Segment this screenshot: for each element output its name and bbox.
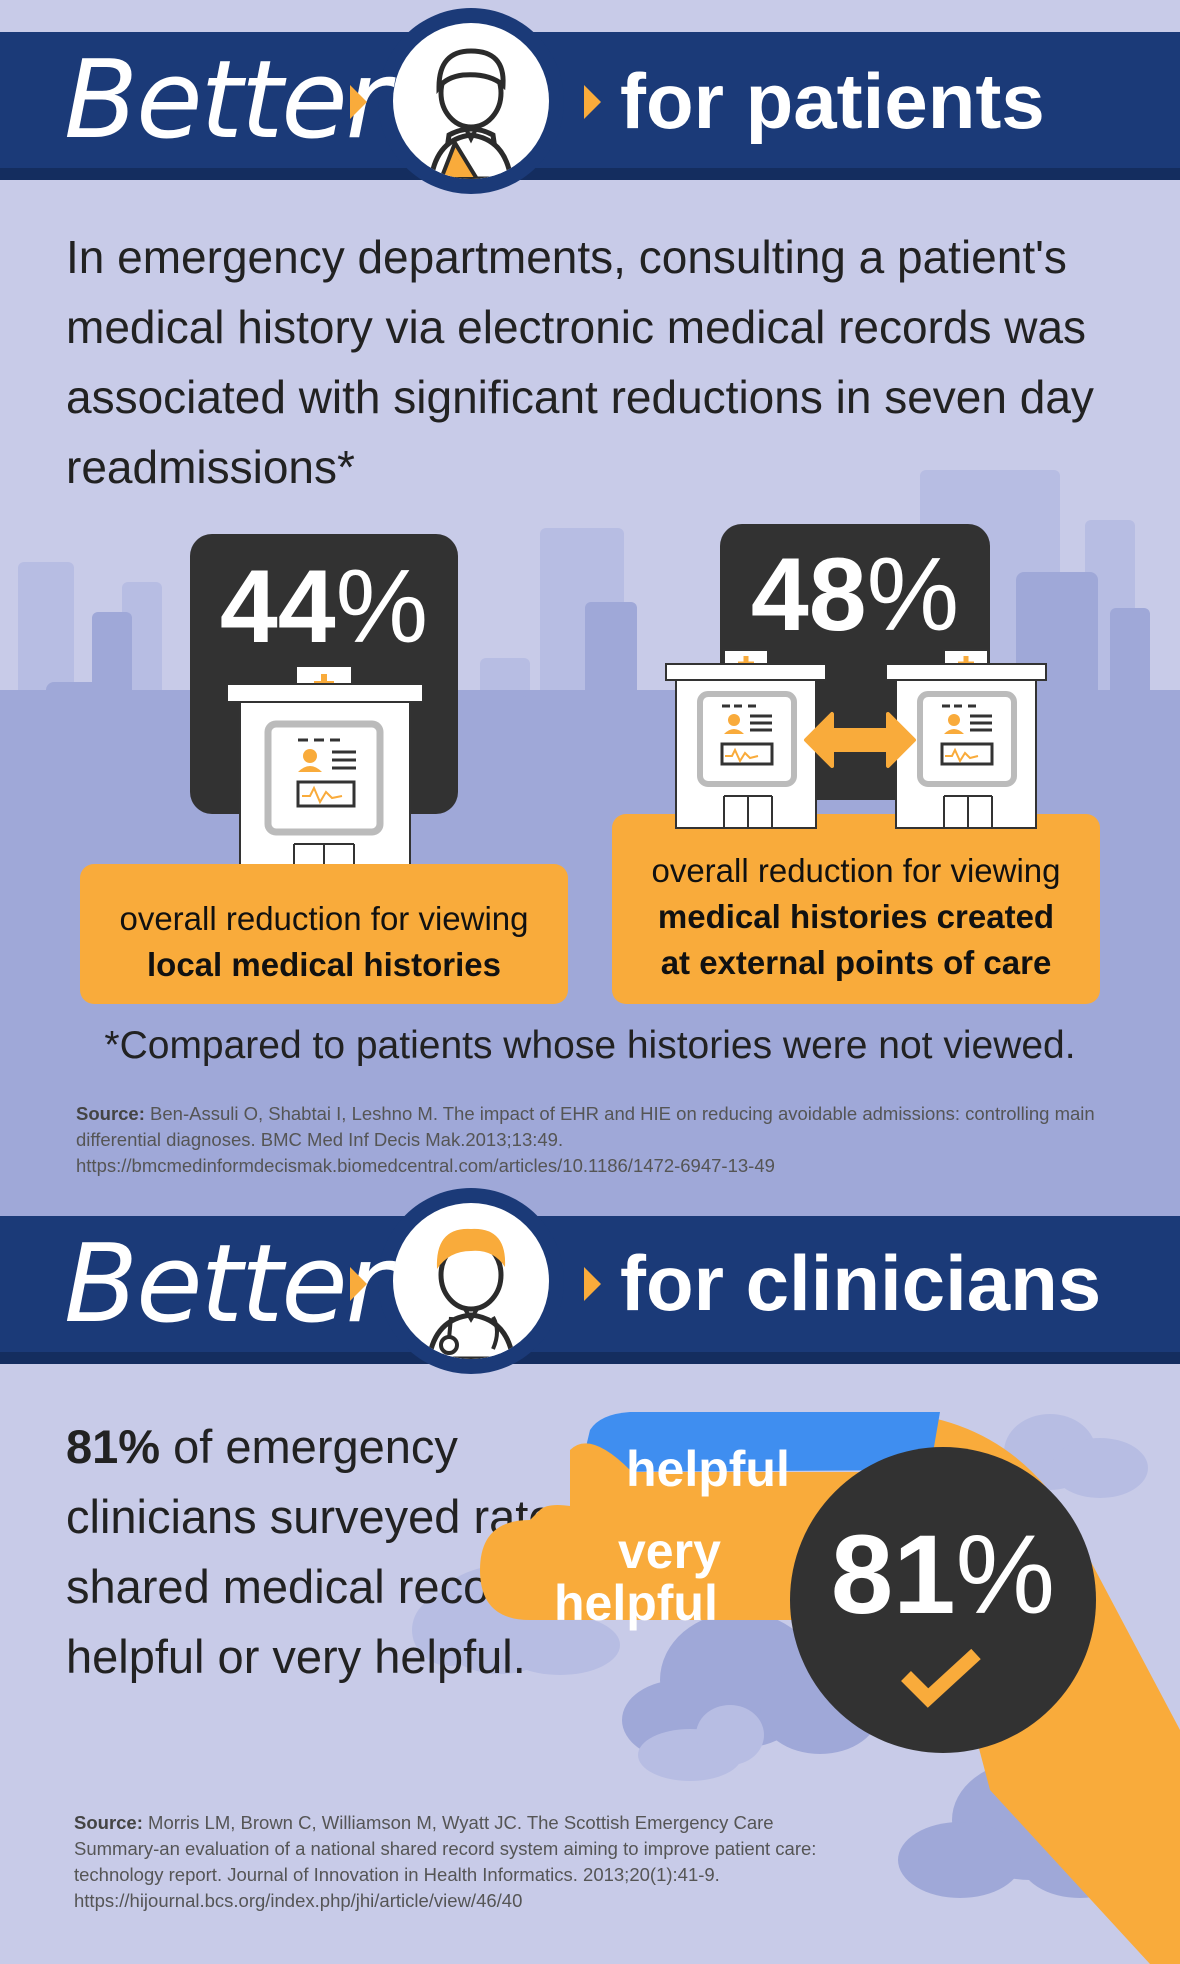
patients-footnote: *Compared to patients whose histories we… bbox=[104, 1024, 1076, 1067]
clinicians-better-label: Better bbox=[64, 1222, 390, 1347]
stat1-value: 44 bbox=[219, 549, 336, 665]
clinicians-source: Source: Morris LM, Brown C, Williamson M… bbox=[74, 1810, 834, 1914]
clinicians-source-label: Source: bbox=[74, 1812, 143, 1833]
clinicians-source-text: Morris LM, Brown C, Williamson M, Wyatt … bbox=[74, 1812, 817, 1911]
clinicians-percent-value: 81 bbox=[830, 1512, 956, 1637]
clinicians-stat-bold: 81% bbox=[66, 1420, 161, 1473]
patients-heading: for patients bbox=[620, 57, 1045, 145]
stat2-text-bold-line1: medical histories created bbox=[657, 898, 1055, 935]
patients-source-link[interactable]: https://bmcmedinformdecismak.biomedcentr… bbox=[76, 1155, 775, 1176]
helpful-label: helpful bbox=[626, 1441, 790, 1497]
helpful-tab bbox=[580, 1412, 940, 1472]
stat2-text-bold-line2: at external points of care bbox=[660, 944, 1052, 981]
very-label: very bbox=[618, 1523, 721, 1579]
very-helpful-label: helpful bbox=[554, 1575, 718, 1631]
stat1-description: overall reduction for viewing local medi… bbox=[80, 864, 568, 1004]
patients-better-label: Better bbox=[64, 38, 390, 163]
clinicians-heading: for clinicians bbox=[620, 1239, 1102, 1327]
stat1-percent-symbol: % bbox=[335, 549, 429, 665]
stat2-percent-symbol: % bbox=[866, 537, 960, 653]
very-helpful-tab bbox=[480, 1505, 890, 1620]
clinicians-banner-shadow bbox=[0, 1352, 1180, 1364]
patient-icon bbox=[393, 23, 549, 179]
hospital-exchange-icon bbox=[665, 649, 1047, 829]
chevron-right-icon bbox=[584, 1267, 601, 1301]
chevron-right-icon bbox=[350, 85, 367, 119]
gauge-circle bbox=[790, 1447, 1096, 1753]
hospital-icon bbox=[226, 665, 424, 884]
patients-source-label: Source: bbox=[76, 1103, 145, 1124]
patients-source-text: Ben-Assuli O, Shabtai I, Leshno M. The i… bbox=[76, 1103, 1095, 1150]
stat2-description: overall reduction for viewing medical hi… bbox=[612, 814, 1100, 1004]
patients-intro-text: In emergency departments, consulting a p… bbox=[66, 231, 1094, 493]
clinician-icon bbox=[393, 1203, 549, 1359]
stat1-text-plain: overall reduction for viewing bbox=[119, 900, 529, 937]
clinicians-percent-symbol: % bbox=[955, 1512, 1056, 1637]
clinicians-percent: 81% bbox=[790, 1510, 1096, 1639]
stat2-text-plain: overall reduction for viewing bbox=[651, 852, 1061, 889]
stat2-percent: 48% bbox=[720, 536, 990, 655]
chevron-right-icon bbox=[584, 85, 601, 119]
stat1-percent: 44% bbox=[190, 548, 458, 667]
stat2-value: 48 bbox=[750, 537, 867, 653]
checkmark-icon bbox=[901, 1648, 981, 1708]
patients-source: Source: Ben-Assuli O, Shabtai I, Leshno … bbox=[76, 1101, 1116, 1179]
patients-banner-shadow bbox=[0, 168, 1180, 180]
stat1-text-bold: local medical histories bbox=[147, 946, 501, 983]
chevron-right-icon bbox=[350, 1267, 367, 1301]
